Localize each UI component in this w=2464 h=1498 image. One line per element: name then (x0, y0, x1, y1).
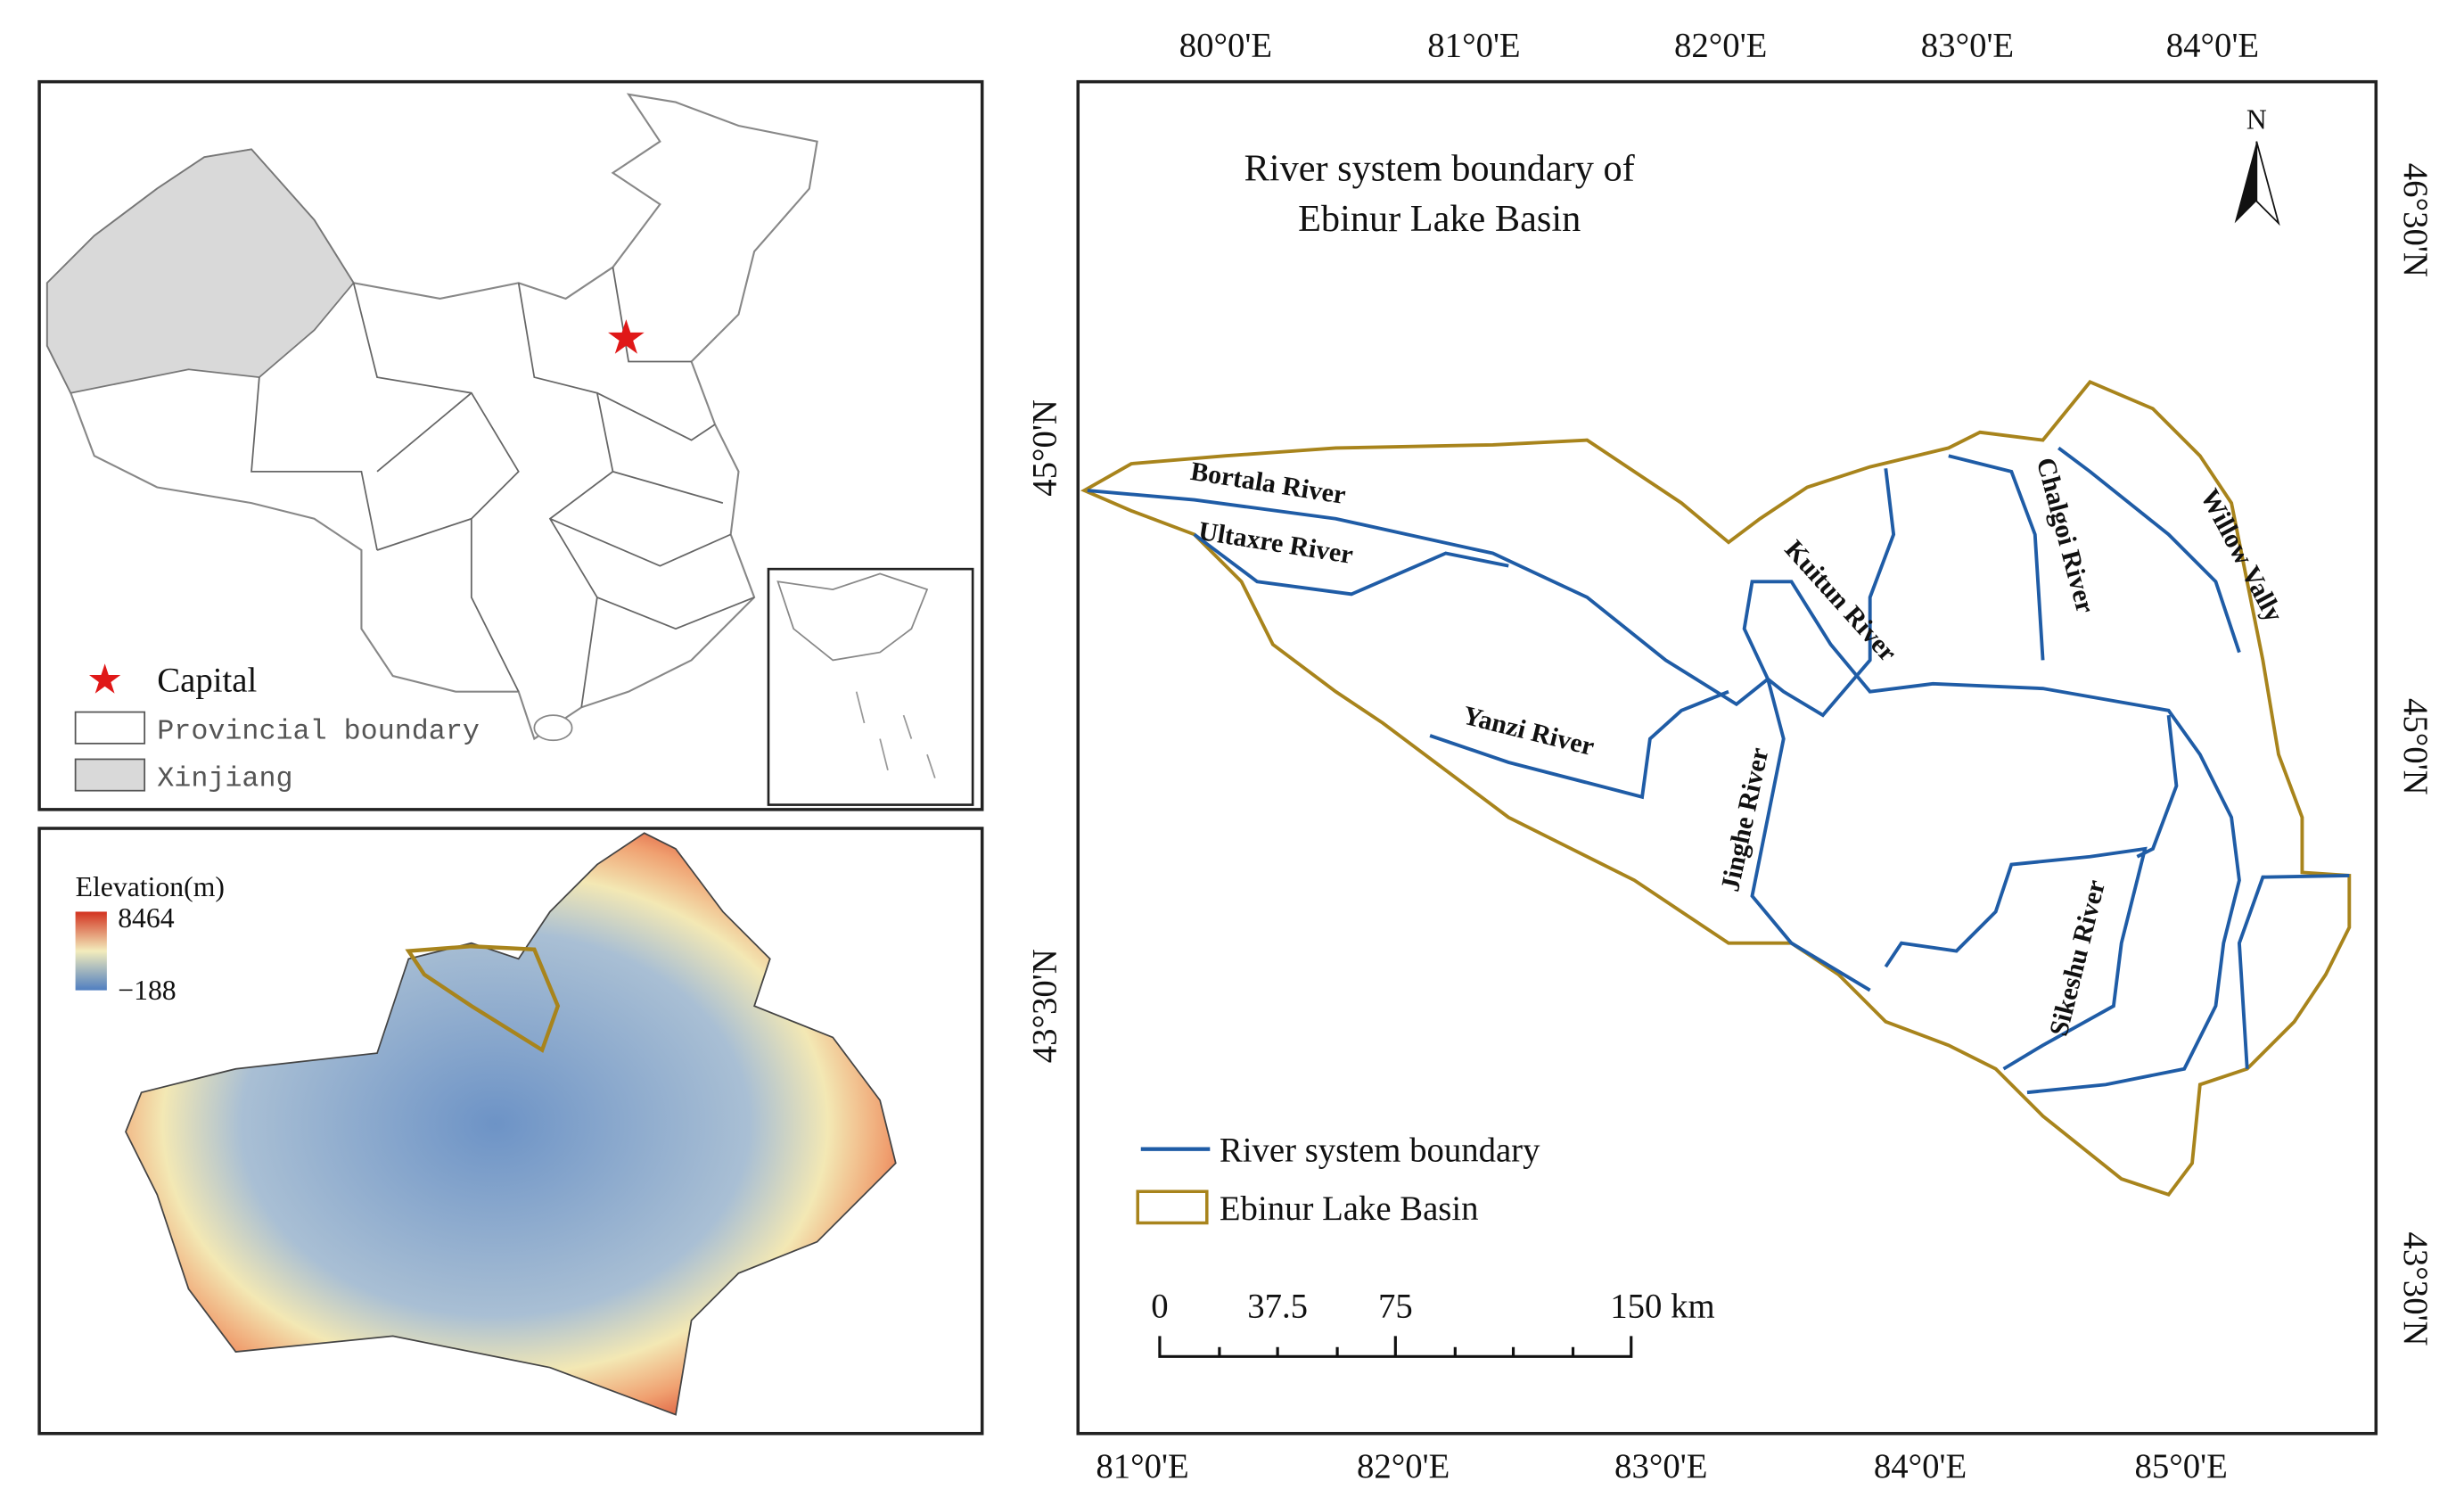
river (1884, 846, 2148, 1071)
elevation-legend-title: Elevation(m) (76, 871, 225, 902)
inset-islands (855, 691, 936, 778)
elevation-max: 8464 (118, 902, 175, 934)
legend-star: ★ (86, 656, 123, 702)
river (1193, 532, 1509, 597)
inset-coast (776, 572, 929, 662)
river (2057, 446, 2241, 654)
river (1742, 580, 2241, 1095)
scale-label: 37.5 (1247, 1287, 1308, 1325)
river (1087, 489, 1770, 707)
river (2136, 714, 2179, 859)
panel-frame (1076, 79, 2378, 1436)
north-label: N (2246, 104, 2267, 136)
capital-star: ★ (605, 313, 647, 365)
scale-label: 75 (1378, 1287, 1413, 1325)
top-axis-label: 84°0'E (2166, 26, 2259, 64)
basin-map: 80°0'E 81°0'E 82°0'E 83°0'E 84°0'E 81°0'… (1026, 26, 2435, 1486)
legend-label: Provincial boundary (157, 716, 480, 748)
legend-label: Capital (157, 662, 257, 700)
right-axis-label: 46°30'N (2396, 163, 2435, 277)
rivers (1087, 446, 2350, 1095)
basin-outline-small (405, 944, 561, 1053)
legend-label: Xinjiang (157, 762, 292, 794)
bottom-axis-label: 83°0'E (1614, 1447, 1707, 1486)
scale-label: 150 km (1610, 1287, 1714, 1325)
scale-label: 0 (1151, 1287, 1168, 1325)
north-arrow (2234, 141, 2257, 224)
scale-bar (1158, 1336, 1633, 1358)
hainan (533, 714, 573, 742)
legend-label: Ebinur Lake Basin (1220, 1189, 1479, 1228)
location-map: ★ ★ Capital Provincial boundary Xinjiang (37, 79, 984, 811)
right-axis-label: 43°30'N (2396, 1232, 2435, 1346)
top-axis-label: 81°0'E (1427, 26, 1520, 64)
map-title: River system boundary of (1244, 148, 1636, 190)
legend-swatch (1136, 1189, 1209, 1225)
right-axis-label: 45°0'N (2396, 698, 2435, 795)
bottom-axis-label: 82°0'E (1357, 1447, 1450, 1486)
river (1429, 689, 1729, 800)
north-arrow (2255, 141, 2280, 226)
left-axis-label: 43°30'N (1026, 949, 1064, 1063)
bottom-axis-label: 84°0'E (1874, 1447, 1967, 1486)
elevation-colorbar (75, 911, 107, 991)
left-axis-label: 45°0'N (1026, 399, 1064, 497)
bottom-axis-label: 85°0'E (2135, 1447, 2228, 1486)
top-axis-label: 83°0'E (1921, 26, 2014, 64)
legend-label: River system boundary (1220, 1132, 1540, 1170)
legend-swatch (74, 758, 146, 792)
river (2237, 873, 2350, 1069)
legend-swatch (74, 711, 146, 745)
river (1948, 454, 2045, 661)
bottom-axis-label: 81°0'E (1096, 1447, 1188, 1486)
top-axis-label: 80°0'E (1179, 26, 1272, 64)
elevation-map: Elevation(m) 8464 −188 (37, 827, 984, 1436)
basin-boundary (1080, 380, 2352, 1198)
river (1750, 679, 1871, 992)
top-axis-label: 82°0'E (1674, 26, 1767, 64)
xinjiang (46, 148, 355, 394)
elevation-min: −188 (118, 975, 176, 1006)
map-title: Ebinur Lake Basin (1298, 198, 1581, 240)
river (1766, 468, 1896, 718)
provincial-boundaries (251, 267, 755, 708)
